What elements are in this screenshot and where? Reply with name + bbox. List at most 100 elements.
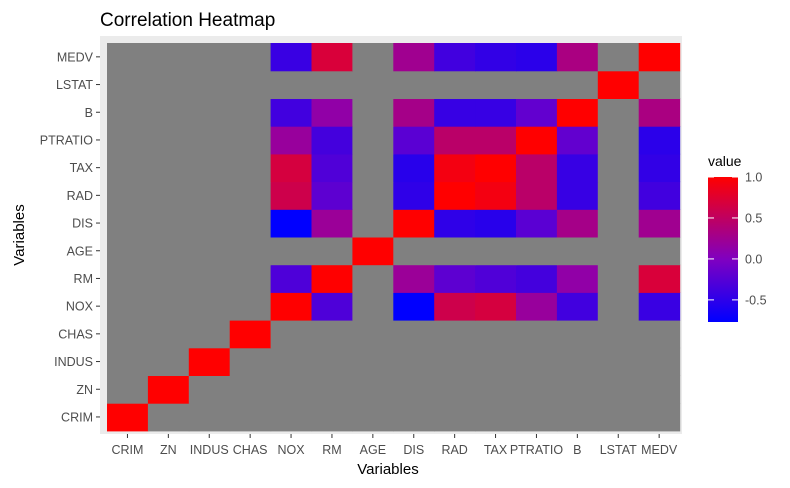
y-tick-label-rm: RM	[74, 272, 93, 286]
heatmap-cell-medv-chas	[229, 43, 272, 72]
heatmap-cell-nox-nox	[270, 292, 313, 321]
heatmap-cell-zn-crim	[107, 375, 149, 404]
heatmap-cell-nox-dis	[393, 292, 435, 321]
heatmap-cell-b-dis	[393, 98, 435, 127]
heatmap-cell-rad-ptratio	[516, 181, 558, 210]
heatmap-cell-dis-nox	[270, 209, 313, 238]
heatmap-cell-nox-age	[352, 292, 394, 321]
legend-title: value	[708, 153, 742, 169]
heatmap-cell-age-rad	[434, 236, 476, 266]
heatmap-cell-lstat-lstat	[597, 70, 640, 99]
heatmap-cell-zn-ptratio	[516, 375, 558, 404]
heatmap-cell-b-ptratio	[516, 98, 558, 127]
heatmap-cell-rad-rad	[434, 181, 476, 210]
heatmap-cell-b-age	[352, 98, 394, 127]
heatmap-cell-rad-age	[352, 181, 394, 210]
x-tick-label-medv: MEDV	[641, 443, 678, 457]
heatmap-cell-dis-zn	[147, 209, 190, 238]
heatmap-cell-ptratio-tax	[475, 126, 517, 155]
heatmap-cell-chas-nox	[270, 320, 313, 349]
heatmap-cell-lstat-age	[352, 70, 394, 99]
x-tick-label-lstat: LSTAT	[600, 443, 637, 457]
heatmap-cell-dis-crim	[107, 209, 149, 238]
heatmap-cell-lstat-rm	[311, 70, 353, 99]
legend-label: -0.5	[745, 293, 767, 307]
heatmap-cell-rm-b	[556, 264, 599, 293]
y-tick-label-chas: CHAS	[58, 327, 93, 341]
heatmap-cell-tax-rm	[311, 153, 353, 183]
legend-ticks: 1.0 0.5 0.0 -0.5	[708, 171, 767, 307]
heatmap-cell-indus-zn	[147, 347, 190, 376]
heatmap-cell-rad-tax	[475, 181, 517, 210]
heatmap-cell-crim-ptratio	[516, 403, 558, 432]
heatmap-cell-chas-age	[352, 320, 394, 349]
heatmap-cell-zn-indus	[188, 375, 231, 404]
heatmap-cell-zn-medv	[638, 375, 681, 404]
heatmap-cell-rad-lstat	[597, 181, 640, 210]
heatmap-cell-age-rm	[311, 236, 353, 266]
heatmap-cell-rm-tax	[475, 264, 517, 293]
heatmap-cell-rm-medv	[638, 264, 681, 293]
heatmap-cell-chas-rad	[434, 320, 476, 349]
heatmap-cell-dis-lstat	[597, 209, 640, 238]
heatmap-cell-ptratio-nox	[270, 126, 313, 155]
x-tick-label-indus: INDUS	[190, 443, 229, 457]
y-tick-label-tax: TAX	[70, 161, 94, 175]
heatmap-cell-rm-chas	[229, 264, 272, 293]
heatmap-cell-rm-zn	[147, 264, 190, 293]
legend-label: 0.5	[745, 211, 762, 225]
y-tick-label-age: AGE	[67, 244, 93, 258]
heatmap-cell-rm-crim	[107, 264, 149, 293]
heatmap-cell-chas-indus	[188, 320, 231, 349]
heatmap-cells	[107, 43, 681, 432]
heatmap-cell-tax-nox	[270, 153, 313, 183]
heatmap-cell-ptratio-indus	[188, 126, 231, 155]
heatmap-cell-rad-crim	[107, 181, 149, 210]
heatmap-cell-nox-ptratio	[516, 292, 558, 321]
heatmap-cell-ptratio-dis	[393, 126, 435, 155]
x-tick-label-crim: CRIM	[111, 443, 143, 457]
heatmap-cell-nox-rad	[434, 292, 476, 321]
x-axis-ticks: CRIM ZN INDUS CHAS NOX RM AGE DIS RAD TAX PTRATIO B…	[111, 434, 678, 457]
heatmap-cell-indus-age	[352, 347, 394, 376]
heatmap-cell-ptratio-rad	[434, 126, 476, 155]
heatmap-cell-b-b	[556, 98, 599, 127]
heatmap-cell-tax-age	[352, 153, 394, 183]
heatmap-cell-dis-medv	[638, 209, 681, 238]
heatmap-cell-ptratio-zn	[147, 126, 190, 155]
y-tick-label-dis: DIS	[72, 217, 93, 231]
heatmap-cell-nox-b	[556, 292, 599, 321]
heatmap-cell-medv-dis	[393, 43, 435, 72]
heatmap-cell-b-crim	[107, 98, 149, 127]
heatmap-cell-zn-age	[352, 375, 394, 404]
heatmap-cell-rm-ptratio	[516, 264, 558, 293]
heatmap-cell-lstat-b	[556, 70, 599, 99]
heatmap-cell-b-chas	[229, 98, 272, 127]
heatmap-cell-rad-chas	[229, 181, 272, 210]
heatmap-cell-rad-indus	[188, 181, 231, 210]
heatmap-cell-dis-age	[352, 209, 394, 238]
y-tick-label-ptratio: PTRATIO	[40, 133, 94, 147]
heatmap-cell-nox-crim	[107, 292, 149, 321]
x-tick-label-dis: DIS	[403, 443, 424, 457]
heatmap-cell-age-b	[556, 236, 599, 266]
heatmap-cell-age-age	[352, 236, 394, 266]
heatmap-cell-lstat-crim	[107, 70, 149, 99]
x-tick-label-tax: TAX	[484, 443, 508, 457]
heatmap-cell-indus-lstat	[597, 347, 640, 376]
heatmap-cell-ptratio-lstat	[597, 126, 640, 155]
heatmap-cell-b-zn	[147, 98, 190, 127]
x-tick-label-ptratio: PTRATIO	[510, 443, 564, 457]
heatmap-cell-medv-zn	[147, 43, 190, 72]
heatmap-cell-b-medv	[638, 98, 681, 127]
heatmap-cell-nox-indus	[188, 292, 231, 321]
heatmap-cell-indus-nox	[270, 347, 313, 376]
heatmap-cell-crim-lstat	[597, 403, 640, 432]
heatmap-cell-medv-rad	[434, 43, 476, 72]
heatmap-cell-b-tax	[475, 98, 517, 127]
x-tick-label-rm: RM	[322, 443, 341, 457]
x-tick-label-age: AGE	[360, 443, 386, 457]
color-legend: value 1.0 0.5 0.0 -0.5	[708, 153, 767, 322]
heatmap-cell-b-rad	[434, 98, 476, 127]
